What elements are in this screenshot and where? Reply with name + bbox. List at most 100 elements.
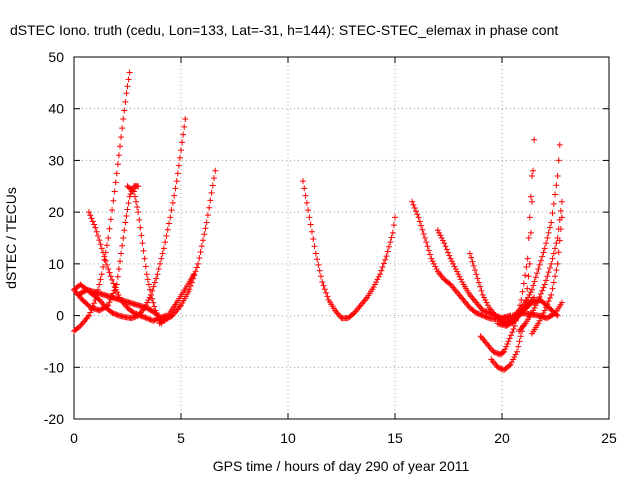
data-point xyxy=(554,172,561,179)
data-point xyxy=(549,210,556,217)
data-point xyxy=(535,320,542,327)
data-point xyxy=(546,224,553,231)
data-point xyxy=(120,235,127,241)
data-point xyxy=(510,356,517,363)
data-point xyxy=(540,249,547,256)
data-point xyxy=(433,266,440,273)
data-point xyxy=(509,329,516,336)
data-point xyxy=(539,287,546,294)
data-point xyxy=(147,316,154,323)
data-point xyxy=(375,273,382,280)
data-point xyxy=(496,364,503,371)
data-point xyxy=(148,291,155,298)
y-tick-label: 10 xyxy=(48,256,64,272)
data-point xyxy=(122,219,129,226)
data-point xyxy=(536,261,543,268)
data-series xyxy=(409,198,514,323)
data-point xyxy=(545,229,552,236)
data-point xyxy=(124,206,131,213)
data-point xyxy=(203,219,210,226)
data-point xyxy=(389,229,396,236)
data-point xyxy=(142,314,149,321)
data-point xyxy=(437,232,444,239)
data-point xyxy=(193,264,200,271)
data-point xyxy=(84,314,91,321)
data-point xyxy=(479,291,486,298)
data-point xyxy=(96,281,103,288)
data-point xyxy=(128,315,135,322)
data-point xyxy=(137,312,144,319)
data-point xyxy=(513,348,520,355)
data-point xyxy=(87,212,94,219)
data-point xyxy=(387,239,394,246)
data-point xyxy=(320,282,327,289)
data-point xyxy=(112,311,119,318)
data-point xyxy=(524,285,531,292)
data-point xyxy=(113,170,120,177)
data-point xyxy=(519,288,526,295)
data-point xyxy=(145,297,152,304)
data-point xyxy=(528,172,535,179)
data-point xyxy=(392,214,398,221)
data-point xyxy=(478,287,485,294)
data-point xyxy=(524,255,531,262)
data-point xyxy=(176,303,183,310)
data-point xyxy=(98,245,105,252)
data-point xyxy=(466,250,473,257)
data-point xyxy=(110,290,117,297)
data-point xyxy=(510,326,517,333)
data-point xyxy=(511,322,518,329)
data-point xyxy=(107,216,114,223)
data-point xyxy=(307,221,314,228)
data-point xyxy=(535,266,542,273)
data-point xyxy=(423,239,430,246)
data-point xyxy=(420,230,427,237)
data-point xyxy=(537,290,544,297)
data-point xyxy=(502,346,509,353)
data-series xyxy=(494,297,561,329)
data-point xyxy=(92,224,99,231)
data-point xyxy=(553,240,560,247)
data-point xyxy=(150,299,157,306)
data-point xyxy=(146,286,153,293)
data-point xyxy=(525,294,532,301)
data-point xyxy=(204,212,211,219)
data-point xyxy=(110,197,117,204)
data-point xyxy=(133,198,140,205)
data-point xyxy=(131,193,138,200)
data-point xyxy=(142,263,149,270)
data-point xyxy=(442,243,449,250)
data-series xyxy=(299,178,398,322)
data-point xyxy=(539,253,546,260)
data-point xyxy=(107,273,114,280)
data-point xyxy=(109,309,116,316)
data-point xyxy=(124,83,131,90)
data-point xyxy=(474,275,481,282)
data-point xyxy=(88,215,95,222)
data-point xyxy=(548,260,555,267)
data-point xyxy=(553,182,560,189)
data-point xyxy=(127,191,134,198)
data-point xyxy=(160,245,167,252)
data-point xyxy=(157,260,164,267)
data-point xyxy=(208,189,215,196)
data-point xyxy=(522,299,529,306)
data-point xyxy=(323,289,330,296)
x-tick-label: 0 xyxy=(70,430,78,446)
data-point xyxy=(527,289,534,296)
data-point xyxy=(555,249,562,256)
data-point xyxy=(113,281,120,288)
data-point xyxy=(96,237,103,244)
data-point xyxy=(411,205,418,212)
data-point xyxy=(448,258,455,265)
data-point xyxy=(549,285,556,292)
data-point xyxy=(141,255,148,262)
data-point xyxy=(374,276,381,283)
data-point xyxy=(319,278,326,285)
y-tick-label: -10 xyxy=(44,359,64,375)
data-point xyxy=(447,255,454,262)
data-point xyxy=(473,271,480,278)
data-point xyxy=(507,361,514,368)
data-point xyxy=(153,275,160,282)
data-point xyxy=(491,349,498,356)
